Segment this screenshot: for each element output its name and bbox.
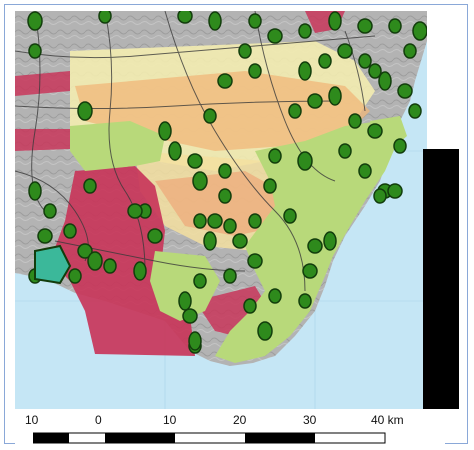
site-marker[interactable]	[28, 43, 42, 59]
site-marker[interactable]	[28, 181, 42, 201]
site-marker[interactable]	[283, 208, 297, 224]
site-marker[interactable]	[77, 101, 93, 121]
site-marker[interactable]	[103, 258, 117, 274]
panel-edge	[423, 149, 459, 409]
scale-tick-label: 40 km	[371, 413, 404, 427]
scale-tick-label: 0	[95, 413, 102, 427]
scale-tick-label: 30	[303, 413, 317, 427]
site-marker[interactable]	[248, 13, 262, 29]
site-marker[interactable]	[403, 43, 417, 59]
site-marker[interactable]	[158, 121, 172, 141]
site-marker[interactable]	[87, 251, 103, 271]
site-marker[interactable]	[218, 163, 232, 179]
site-marker[interactable]	[182, 308, 198, 324]
site-marker[interactable]	[298, 293, 312, 309]
site-marker[interactable]	[288, 103, 302, 119]
site-marker[interactable]	[358, 163, 372, 179]
site-marker[interactable]	[207, 213, 223, 229]
site-marker[interactable]	[218, 188, 232, 204]
site-marker[interactable]	[188, 331, 202, 351]
site-marker[interactable]	[238, 43, 252, 59]
site-marker[interactable]	[378, 71, 392, 91]
site-marker[interactable]	[203, 231, 217, 251]
site-marker[interactable]	[63, 223, 77, 239]
scale-bar: 10 0 10 20 30 40 km	[15, 409, 445, 447]
site-marker[interactable]	[323, 231, 337, 251]
site-marker[interactable]	[268, 288, 282, 304]
site-marker[interactable]	[298, 23, 312, 39]
site-marker[interactable]	[302, 263, 318, 279]
site-marker[interactable]	[68, 268, 82, 284]
site-marker[interactable]	[37, 228, 53, 244]
scale-tick-label: 10	[163, 413, 177, 427]
site-marker[interactable]	[247, 253, 263, 269]
site-marker[interactable]	[208, 11, 222, 31]
site-marker[interactable]	[187, 153, 203, 169]
site-marker[interactable]	[223, 268, 237, 284]
road-network	[15, 11, 376, 292]
site-marker[interactable]	[297, 151, 313, 171]
red-zone	[50, 166, 195, 356]
site-marker[interactable]	[307, 238, 323, 254]
site-marker[interactable]	[257, 321, 273, 341]
site-marker[interactable]	[193, 273, 207, 289]
site-marker[interactable]	[397, 83, 413, 99]
site-marker[interactable]	[223, 218, 237, 234]
red-zone	[15, 71, 70, 96]
site-marker[interactable]	[243, 298, 257, 314]
site-marker[interactable]	[373, 188, 387, 204]
scale-bar-graphic	[33, 432, 386, 444]
map-canvas[interactable]	[15, 11, 427, 409]
scale-segment	[33, 433, 69, 443]
scale-segment	[245, 433, 315, 443]
site-marker[interactable]	[27, 11, 43, 31]
site-marker[interactable]	[268, 148, 282, 164]
site-marker[interactable]	[193, 213, 207, 229]
site-marker[interactable]	[387, 183, 403, 199]
site-marker[interactable]	[318, 53, 332, 69]
scale-tick-label: 10	[25, 413, 39, 427]
site-marker[interactable]	[357, 18, 373, 34]
site-marker[interactable]	[412, 21, 427, 41]
site-marker[interactable]	[98, 11, 112, 24]
site-marker[interactable]	[248, 63, 262, 79]
site-marker[interactable]	[217, 73, 233, 89]
site-marker[interactable]	[203, 108, 217, 124]
green-zone	[70, 121, 165, 171]
site-marker[interactable]	[192, 171, 208, 191]
site-marker[interactable]	[147, 228, 163, 244]
site-marker[interactable]	[232, 233, 248, 249]
scale-tick-label: 20	[233, 413, 247, 427]
red-zone	[15, 129, 70, 151]
site-marker[interactable]	[338, 143, 352, 159]
site-marker[interactable]	[368, 63, 382, 79]
site-marker[interactable]	[298, 61, 312, 81]
site-marker[interactable]	[337, 43, 353, 59]
site-marker[interactable]	[408, 103, 422, 119]
site-marker[interactable]	[178, 291, 192, 311]
water-body	[34, 244, 72, 285]
site-marker[interactable]	[328, 86, 342, 106]
site-marker[interactable]	[263, 178, 277, 194]
site-marker[interactable]	[83, 178, 97, 194]
site-marker[interactable]	[43, 203, 57, 219]
site-marker[interactable]	[367, 123, 383, 139]
site-marker[interactable]	[168, 141, 182, 161]
site-marker[interactable]	[77, 243, 93, 259]
map-frame: 10 0 10 20 30 40 km	[4, 4, 468, 447]
site-marker[interactable]	[267, 28, 283, 44]
site-marker[interactable]	[248, 213, 262, 229]
site-marker[interactable]	[348, 113, 362, 129]
site-marker[interactable]	[358, 53, 372, 69]
scale-segment	[105, 433, 175, 443]
site-marker[interactable]	[127, 203, 143, 219]
green-zone	[215, 121, 400, 363]
site-marker[interactable]	[177, 11, 193, 24]
site-marker[interactable]	[133, 261, 147, 281]
site-marker[interactable]	[328, 11, 342, 31]
site-marker[interactable]	[388, 18, 402, 34]
site-marker[interactable]	[393, 138, 407, 154]
site-marker[interactable]	[307, 93, 323, 109]
